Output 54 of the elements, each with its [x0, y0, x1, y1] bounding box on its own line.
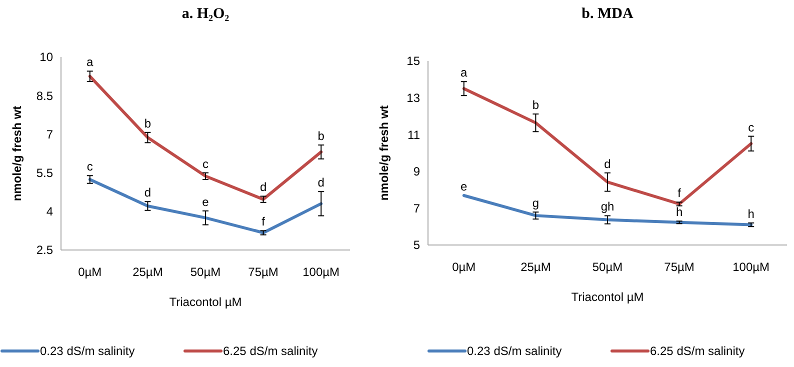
annotation: b: [318, 129, 325, 144]
legend-label: 0.23 dS/m salinity: [40, 344, 135, 358]
annotation: c: [748, 120, 754, 134]
legend-label: 0.23 dS/m salinity: [467, 344, 562, 358]
annotation: d: [144, 186, 152, 200]
x-tick-label: 0µM: [452, 260, 476, 274]
x-axis-title: Triacontol µM: [169, 295, 242, 309]
y-tick-label: 11: [408, 128, 420, 142]
x-tick-label: 100µM: [732, 260, 770, 274]
annotation: h: [676, 205, 683, 220]
annotation: a: [86, 55, 94, 70]
y-tick-label: 8.5: [36, 88, 54, 103]
y-tick-label: 5: [413, 238, 420, 252]
annotation: c: [86, 160, 93, 174]
x-tick-label: 100µM: [302, 265, 340, 279]
annotation: g: [532, 196, 540, 210]
y-tick-label: 7: [46, 127, 54, 142]
chart-title: a. H₂O₂: [182, 6, 230, 22]
annotation: gh: [600, 200, 614, 214]
x-tick-label: 25µM: [520, 260, 551, 274]
chart-title: b. MDA: [582, 6, 634, 22]
y-tick-label: 5.5: [36, 166, 54, 180]
x-tick-label: 50µM: [592, 260, 623, 274]
annotation: d: [604, 156, 611, 171]
annotation: e: [202, 194, 210, 209]
annotation: e: [460, 180, 468, 194]
legend-label: 6.25 dS/m salinity: [650, 344, 745, 358]
annotation: a: [460, 66, 468, 80]
x-tick-label: 25µM: [132, 265, 163, 279]
x-tick-label: 0µM: [78, 265, 102, 279]
x-axis-title: Triacontol µM: [571, 290, 644, 304]
y-tick-label: 13: [406, 91, 420, 105]
annotation: b: [532, 98, 540, 112]
line-series: [88, 178, 323, 234]
x-tick-label: 75µM: [664, 260, 694, 274]
y-tick-label: 9: [413, 164, 420, 179]
annotation: d: [260, 180, 267, 194]
annotation: f: [262, 214, 266, 229]
annotation: d: [318, 176, 324, 190]
y-axis-title: nmole/g fresh wt: [377, 105, 391, 201]
annotation: c: [202, 156, 208, 171]
y-tick-label: 7: [413, 201, 420, 216]
x-tick-label: 75µM: [248, 265, 278, 279]
annotation: h: [748, 206, 754, 221]
legend-label: 6.25 dS/m salinity: [223, 344, 318, 358]
y-tick-label: 2.5: [36, 243, 54, 258]
line-series: [88, 74, 323, 201]
y-tick-label: 15: [406, 54, 420, 68]
annotation: f: [678, 186, 682, 200]
y-tick-label: 4: [46, 204, 54, 219]
y-tick-label: 10: [40, 50, 54, 64]
y-axis-title: nmole/g fresh wt: [10, 106, 24, 202]
annotation: b: [144, 116, 152, 130]
x-tick-label: 50µM: [190, 265, 221, 279]
